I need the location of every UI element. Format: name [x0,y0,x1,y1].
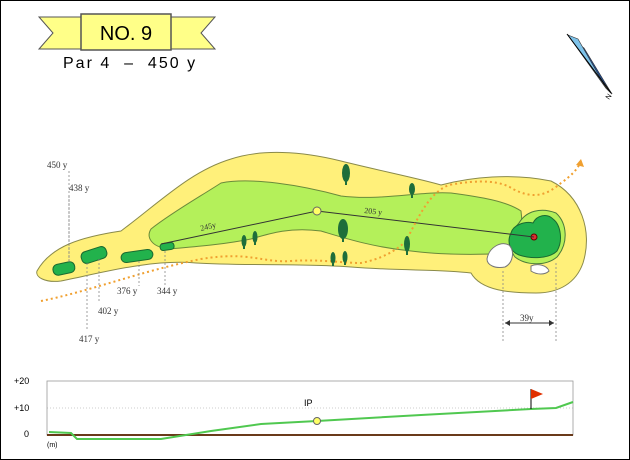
green-depth-label: 39y [520,313,534,323]
ob-line-left [40,160,582,302]
tree-icon [409,183,415,198]
yardage-344: 344 y [157,286,178,296]
tee-box-3 [120,248,154,264]
bunker-front-left [486,243,513,268]
tee-box-2 [80,246,108,264]
tree-icon [342,164,350,185]
ip-label: IP [304,398,313,408]
yardage-402: 402 y [98,306,119,316]
elevation-tick-10: +10 [14,403,29,413]
hole-number-title: NO. 9 [100,23,152,45]
par-and-length: Par 4 – 450 y [63,55,198,72]
trees [241,164,415,266]
elevation-tick-20: +20 [14,376,29,386]
tree-icon [241,235,247,249]
elevation-tick-0: 0 [24,429,29,439]
elevation-line [48,401,574,440]
yardage-guides [68,171,557,341]
tree-icon [338,219,348,242]
yardage-450: 450 y [47,160,68,170]
yardage-417: 417 y [79,334,100,344]
bunker-right [530,264,550,275]
ob-arrow-icon [576,159,584,167]
flag-icon [531,389,543,399]
compass-needle-icon: N [566,33,614,101]
elevation-unit: (m) [47,442,58,449]
tree-icon [330,252,336,266]
approach-distance: 205 y [364,206,383,217]
tree-icon [342,251,348,265]
tee-shot-distance: 245y [199,220,217,233]
yardage-376: 376 y [117,286,138,296]
compass-north-label: N [605,93,614,101]
yardage-438: 438 y [69,183,90,193]
tee-box-back [52,261,76,276]
title-banner: NO. 9 [37,13,217,51]
elevation-profile: +20 +10 0 (m) IP [14,376,574,449]
ip-marker [312,206,322,216]
tree-icon [252,231,258,245]
tree-icon [404,236,410,255]
ip-profile-marker [313,417,321,425]
